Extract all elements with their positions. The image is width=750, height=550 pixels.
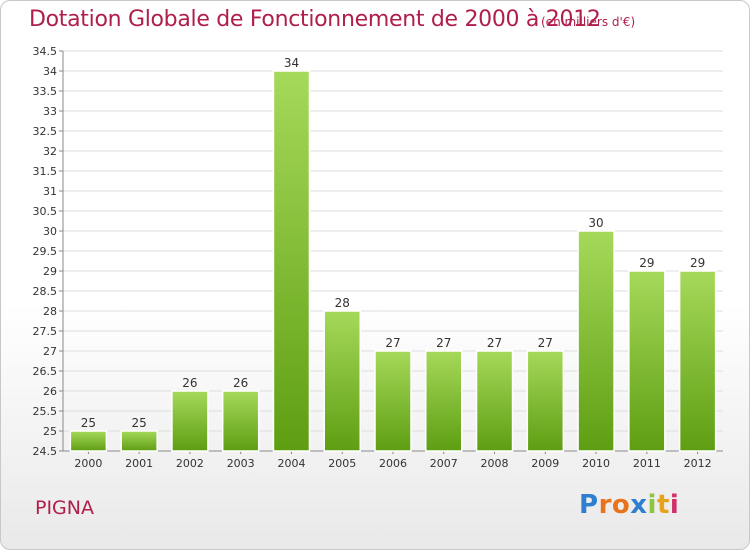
bar <box>69 430 108 452</box>
bars <box>69 70 717 452</box>
logo-letter: r <box>598 490 612 520</box>
bar-value-label: 26 <box>182 376 197 390</box>
y-tick-label: 27.5 <box>33 325 58 338</box>
x-tick-label: 2000 <box>74 457 102 470</box>
x-tick-label: 2012 <box>684 457 712 470</box>
bar-value-label: 25 <box>132 416 147 430</box>
bar-value-label: 25 <box>81 416 96 430</box>
bar <box>475 350 514 452</box>
bar <box>374 350 412 452</box>
bar <box>120 430 158 452</box>
bar <box>221 390 260 452</box>
bar <box>577 230 615 452</box>
chart-title: Dotation Globale de Fonctionnement de 20… <box>29 7 601 32</box>
bar <box>171 390 209 452</box>
x-tick-label: 2006 <box>379 457 407 470</box>
x-tick-label: 2005 <box>328 457 356 470</box>
x-tick-label: 2003 <box>227 457 255 470</box>
bar <box>323 310 361 452</box>
logo-letter: i <box>647 490 657 520</box>
x-tick-label: 2004 <box>277 457 305 470</box>
bar-value-label: 29 <box>690 256 705 270</box>
bar <box>628 270 666 452</box>
logo-letter: P <box>579 490 599 520</box>
y-tick-label: 28.5 <box>33 285 58 298</box>
bar <box>678 270 717 452</box>
x-tick-label: 2001 <box>125 457 153 470</box>
labels: 24.5 25 25.5 26 26.5 27 27.5 28 28.5 29 29.5 30 30.5… <box>33 45 712 470</box>
y-tick-label: 33 <box>43 105 57 118</box>
y-tick-label: 26.5 <box>33 365 58 378</box>
y-tick-label: 30 <box>43 225 57 238</box>
bar-value-label: 26 <box>233 376 248 390</box>
bar-value-label: 34 <box>284 56 299 70</box>
bar <box>272 70 311 452</box>
bar-value-label: 27 <box>385 336 400 350</box>
x-tick-label: 2002 <box>176 457 204 470</box>
y-tick-label: 27 <box>43 345 57 358</box>
logo-letter: i <box>669 490 680 520</box>
logo-letter: o <box>611 490 631 520</box>
y-tick-label: 26 <box>43 385 57 398</box>
y-tick-label: 29.5 <box>33 245 58 258</box>
y-tick-label: 31.5 <box>33 165 58 178</box>
bar-value-label: 27 <box>436 336 451 350</box>
y-tick-label: 34.5 <box>33 45 58 58</box>
bar-value-label: 27 <box>538 336 553 350</box>
logo-letter: x <box>630 490 648 520</box>
x-tick-label: 2011 <box>633 457 661 470</box>
y-tick-label: 34 <box>43 65 57 78</box>
logo-letter: t <box>656 490 670 520</box>
x-tick-label: 2010 <box>582 457 610 470</box>
y-tick-label: 25 <box>43 425 57 438</box>
chart-subtitle: (en milliers d'€) <box>541 15 636 29</box>
x-tick-label: 2007 <box>430 457 458 470</box>
y-tick-label: 32 <box>43 145 57 158</box>
x-tick-label: 2008 <box>481 457 509 470</box>
bar-value-label: 27 <box>487 336 502 350</box>
y-tick-label: 25.5 <box>33 405 58 418</box>
bar-value-label: 28 <box>335 296 350 310</box>
bar-value-label: 30 <box>588 216 603 230</box>
bar <box>526 350 565 452</box>
y-tick-label: 29 <box>43 265 57 278</box>
y-tick-label: 24.5 <box>33 445 58 458</box>
bar-value-label: 29 <box>639 256 654 270</box>
bar <box>425 350 463 452</box>
y-tick-label: 33.5 <box>33 85 58 98</box>
x-tick-label: 2009 <box>531 457 559 470</box>
y-tick-label: 32.5 <box>33 125 58 138</box>
y-tick-label: 31 <box>43 185 57 198</box>
proxiti-logo: Proxiti <box>579 490 679 520</box>
commune-name: PIGNA <box>35 497 94 519</box>
y-tick-label: 30.5 <box>33 205 58 218</box>
y-tick-label: 28 <box>43 305 57 318</box>
